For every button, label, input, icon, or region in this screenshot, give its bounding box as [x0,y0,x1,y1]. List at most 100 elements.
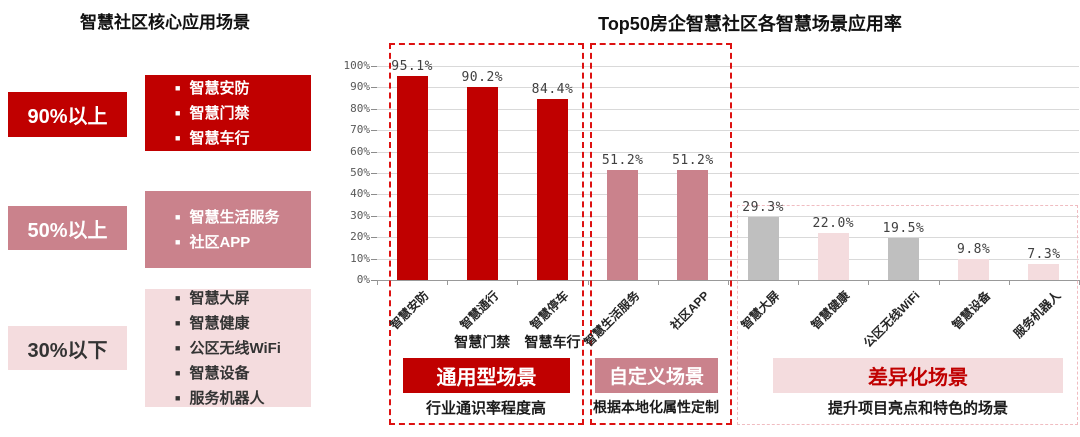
tier-list-dark: ■ 智慧安防 ■ 智慧门禁 ■ 智慧车行 [145,75,311,151]
bar [607,170,639,280]
x-axis-tick [938,280,940,285]
y-axis-tick [371,258,377,260]
list-item: ■ 智慧安防 [175,78,311,99]
x-axis-tick [587,280,589,285]
list-item: ■ 智慧设备 [175,363,311,384]
list-item: ■ 公区无线WiFi [175,338,311,359]
y-tick-label: 100% [343,59,371,72]
bar [1028,264,1060,280]
square-bullet-icon: ■ [175,342,181,353]
y-gridline [377,215,1079,217]
y-gridline [377,173,1079,174]
bar [677,170,709,280]
y-tick-label: 70% [350,123,370,137]
y-tick-label: 40% [350,187,370,201]
y-tick-label: 80% [350,101,370,115]
x-axis-tick [447,280,449,285]
y-axis-tick [371,151,377,153]
list-item-label: 智慧安防 [189,79,250,97]
list-item: ■ 社区APP [175,232,311,253]
group-dashed-box [737,205,1078,425]
bar [747,217,779,280]
bar-value-label: 84.4% [531,82,574,98]
square-bullet-icon: ■ [175,82,181,93]
bar [396,76,428,280]
list-item: ■ 服务机器人 [175,388,311,409]
list-item: ■ 智慧生活服务 [175,207,311,228]
list-item-label: 智慧车行 [189,129,250,147]
list-item-label: 智慧设备 [189,364,250,382]
group-caption: 提升项目亮点和特色的场景 [827,400,1008,417]
tier-label-mid: 50%以上 [8,206,127,250]
bar-value-label: 90.2% [461,69,504,85]
list-item-label: 智慧生活服务 [189,208,280,226]
y-gridline [377,194,1079,196]
list-item-label: 智慧门禁 [189,104,250,122]
list-item: ■ 智慧健康 [175,313,311,334]
y-axis-tick [371,280,377,281]
y-gridline [377,66,1079,67]
y-gridline [377,108,1079,110]
group-caption: 根据本地化属性定制 [593,399,719,415]
bar [537,99,568,280]
y-axis-tick [371,87,377,89]
bar [888,238,919,280]
tier-label-dark: 90%以上 [8,92,127,137]
square-bullet-icon: ■ [175,132,181,143]
y-gridline [377,87,1079,89]
y-tick-label: 30% [350,208,370,222]
square-bullet-icon: ■ [175,367,181,378]
bar-value-label: 19.5% [882,221,925,237]
left-panel-title: 智慧社区核心应用场景 [80,13,250,32]
y-axis-tick [371,108,377,110]
square-bullet-icon: ■ [175,107,181,118]
y-tick-label: 50% [350,166,370,179]
bar-value-label: 51.2% [672,153,714,169]
square-bullet-icon: ■ [175,317,181,328]
group-dashed-box [389,43,584,425]
tier-list-mid: ■ 智慧生活服务 ■ 社区APP [145,191,311,268]
bar-value-label: 29.3% [742,200,784,216]
x-axis-tick [377,280,378,285]
bar [817,232,849,280]
bar-value-label: 9.8% [957,242,991,258]
bar [466,86,498,280]
group-dashed-box [590,43,732,425]
y-tick-label: 60% [350,144,370,158]
y-axis-tick [371,194,377,196]
list-item: ■ 智慧门禁 [175,103,311,124]
y-tick-label: 10% [350,251,370,265]
y-axis-tick [371,215,377,217]
x-category-overlay-label: 智慧车行 [524,334,581,350]
x-axis-tick [1008,280,1010,285]
square-bullet-icon: ■ [175,392,181,403]
y-axis-tick [371,237,377,239]
list-item-label: 智慧大屏 [189,289,250,307]
y-axis-tick [371,130,377,132]
list-item-label: 社区APP [189,233,251,251]
square-bullet-icon: ■ [175,211,181,222]
y-gridline [377,151,1079,153]
list-item-label: 智慧健康 [189,314,250,332]
y-tick-label: 90% [350,80,370,94]
list-item-label: 公区无线WiFi [189,339,281,357]
list-item: ■ 智慧大屏 [175,288,311,309]
tier-list-light: ■ 智慧大屏 ■ 智慧健康 ■ 公区无线WiFi ■ 智慧设备 ■ 服务机器人 [145,289,311,407]
list-item-label: 服务机器人 [189,389,265,407]
group-caption: 行业通识率程度高 [425,400,546,417]
list-item: ■ 智慧车行 [175,128,311,149]
bar-value-label: 7.3% [1027,247,1061,263]
chart-title: Top50房企智慧社区各智慧场景应用率 [598,14,902,34]
y-gridline [377,130,1079,132]
group-label-box: 自定义场景 [595,358,718,393]
bar [958,259,990,280]
y-axis-tick [371,66,377,67]
square-bullet-icon: ■ [175,292,181,303]
bar-value-label: 51.2% [601,153,644,169]
x-axis-tick [657,280,659,285]
y-gridline [377,258,1079,260]
x-category-overlay-label: 智慧门禁 [454,334,511,350]
y-axis-tick [371,173,377,174]
group-label-box: 差异化场景 [773,358,1063,393]
bar-value-label: 22.0% [812,215,855,231]
